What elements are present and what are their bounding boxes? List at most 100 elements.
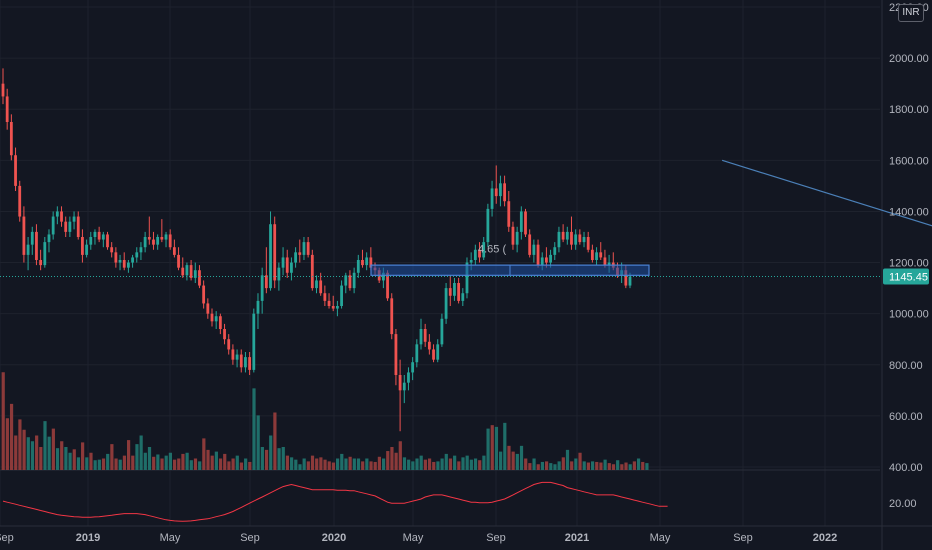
candle: [574, 229, 578, 250]
candle: [528, 229, 532, 258]
candle: [298, 239, 302, 263]
volume-bar: [114, 458, 118, 470]
candle: [43, 237, 47, 268]
volume-bar: [298, 464, 302, 470]
volume-bar: [252, 388, 256, 470]
candle: [55, 206, 59, 225]
candle: [198, 265, 201, 289]
volume-bar: [248, 461, 252, 470]
volume-bar: [624, 462, 628, 470]
volume-bar: [549, 463, 553, 470]
candle: [465, 257, 469, 299]
volume-bar: [620, 464, 624, 470]
candle: [473, 244, 477, 266]
candle: [436, 339, 440, 363]
candle: [235, 349, 239, 368]
drawing-overlays[interactable]: 4.65 (: [0, 159, 932, 277]
candle: [93, 229, 97, 245]
candle: [578, 229, 582, 245]
candle: [444, 283, 448, 324]
candle: [482, 237, 486, 260]
price-candles: [1, 68, 632, 432]
candle: [356, 254, 360, 278]
volume-bar: [444, 453, 448, 470]
volume-bar: [273, 412, 277, 470]
last-price-badge[interactable]: [883, 268, 929, 285]
volume-bar: [118, 459, 122, 470]
volume-bar: [185, 452, 189, 470]
candle: [231, 344, 235, 365]
candle: [511, 221, 515, 250]
volume-bar: [76, 457, 81, 470]
volume-bar: [457, 461, 461, 470]
trendline[interactable]: [721, 159, 932, 252]
volume-bar: [532, 458, 536, 470]
volume-bar: [436, 461, 440, 470]
volume-bar: [43, 421, 47, 470]
volume-bar: [264, 449, 269, 470]
candle: [582, 231, 586, 248]
candle: [5, 88, 9, 130]
candle: [306, 237, 310, 258]
volume-bar: [30, 441, 35, 470]
volume-bar: [478, 460, 482, 470]
volume-bar: [432, 461, 436, 470]
candle: [252, 308, 256, 373]
time-axis[interactable]: Sep 2019 May Sep 2020 May Sep 2021 May Sep 2022: [0, 532, 837, 544]
volume-bar: [319, 457, 323, 470]
candle: [494, 165, 498, 204]
candle: [47, 229, 51, 253]
candle: [586, 231, 590, 253]
volume-bar: [68, 452, 72, 470]
volume-bar: [294, 459, 298, 470]
volume-bar: [14, 435, 18, 470]
candle: [210, 308, 214, 327]
candle: [152, 231, 155, 250]
volume-bar: [453, 455, 457, 470]
volume-bar: [394, 452, 398, 470]
volume-bar: [356, 458, 361, 470]
volume-bar: [628, 464, 632, 470]
volume-bar: [177, 458, 181, 470]
candle: [239, 349, 243, 373]
volume-bar: [361, 461, 365, 470]
candle: [310, 249, 314, 291]
volume-bar: [277, 448, 281, 470]
candle: [214, 311, 218, 329]
volume-bar: [415, 458, 419, 470]
candle: [545, 247, 548, 268]
candle: [101, 231, 105, 248]
candle: [156, 234, 160, 250]
volume-bar: [135, 444, 139, 470]
volume-bar: [72, 449, 76, 470]
price-axis[interactable]: 400.00 600.00 800.00 1000.00 1200.00 1400.00 1…: [883, 2, 929, 510]
candle: [135, 247, 139, 263]
candle: [557, 226, 561, 253]
price-tick-label: 1400.00: [889, 206, 929, 218]
volume-bar: [127, 440, 131, 470]
volume-bar: [64, 447, 68, 470]
candle: [164, 231, 168, 248]
volume-bar: [524, 458, 528, 470]
volume-bar: [202, 438, 206, 470]
volume-bar: [494, 426, 499, 470]
candle: [227, 334, 231, 355]
candle: [22, 206, 26, 263]
candle: [131, 254, 134, 268]
volume-bar: [519, 445, 524, 470]
volume-bar: [315, 458, 319, 470]
last-price-label: 1145.45: [889, 271, 928, 283]
time-tick-label: May: [650, 532, 671, 544]
candle: [202, 280, 206, 309]
volume-bar: [218, 458, 223, 470]
volume-bar: [131, 455, 135, 470]
volume-bar: [231, 458, 235, 470]
candle: [561, 224, 565, 243]
currency-badge[interactable]: INR: [898, 4, 924, 22]
candle: [281, 247, 285, 276]
volume-bar: [244, 458, 248, 470]
volume-bar: [55, 448, 60, 470]
candle: [85, 239, 88, 258]
candle: [64, 216, 68, 237]
